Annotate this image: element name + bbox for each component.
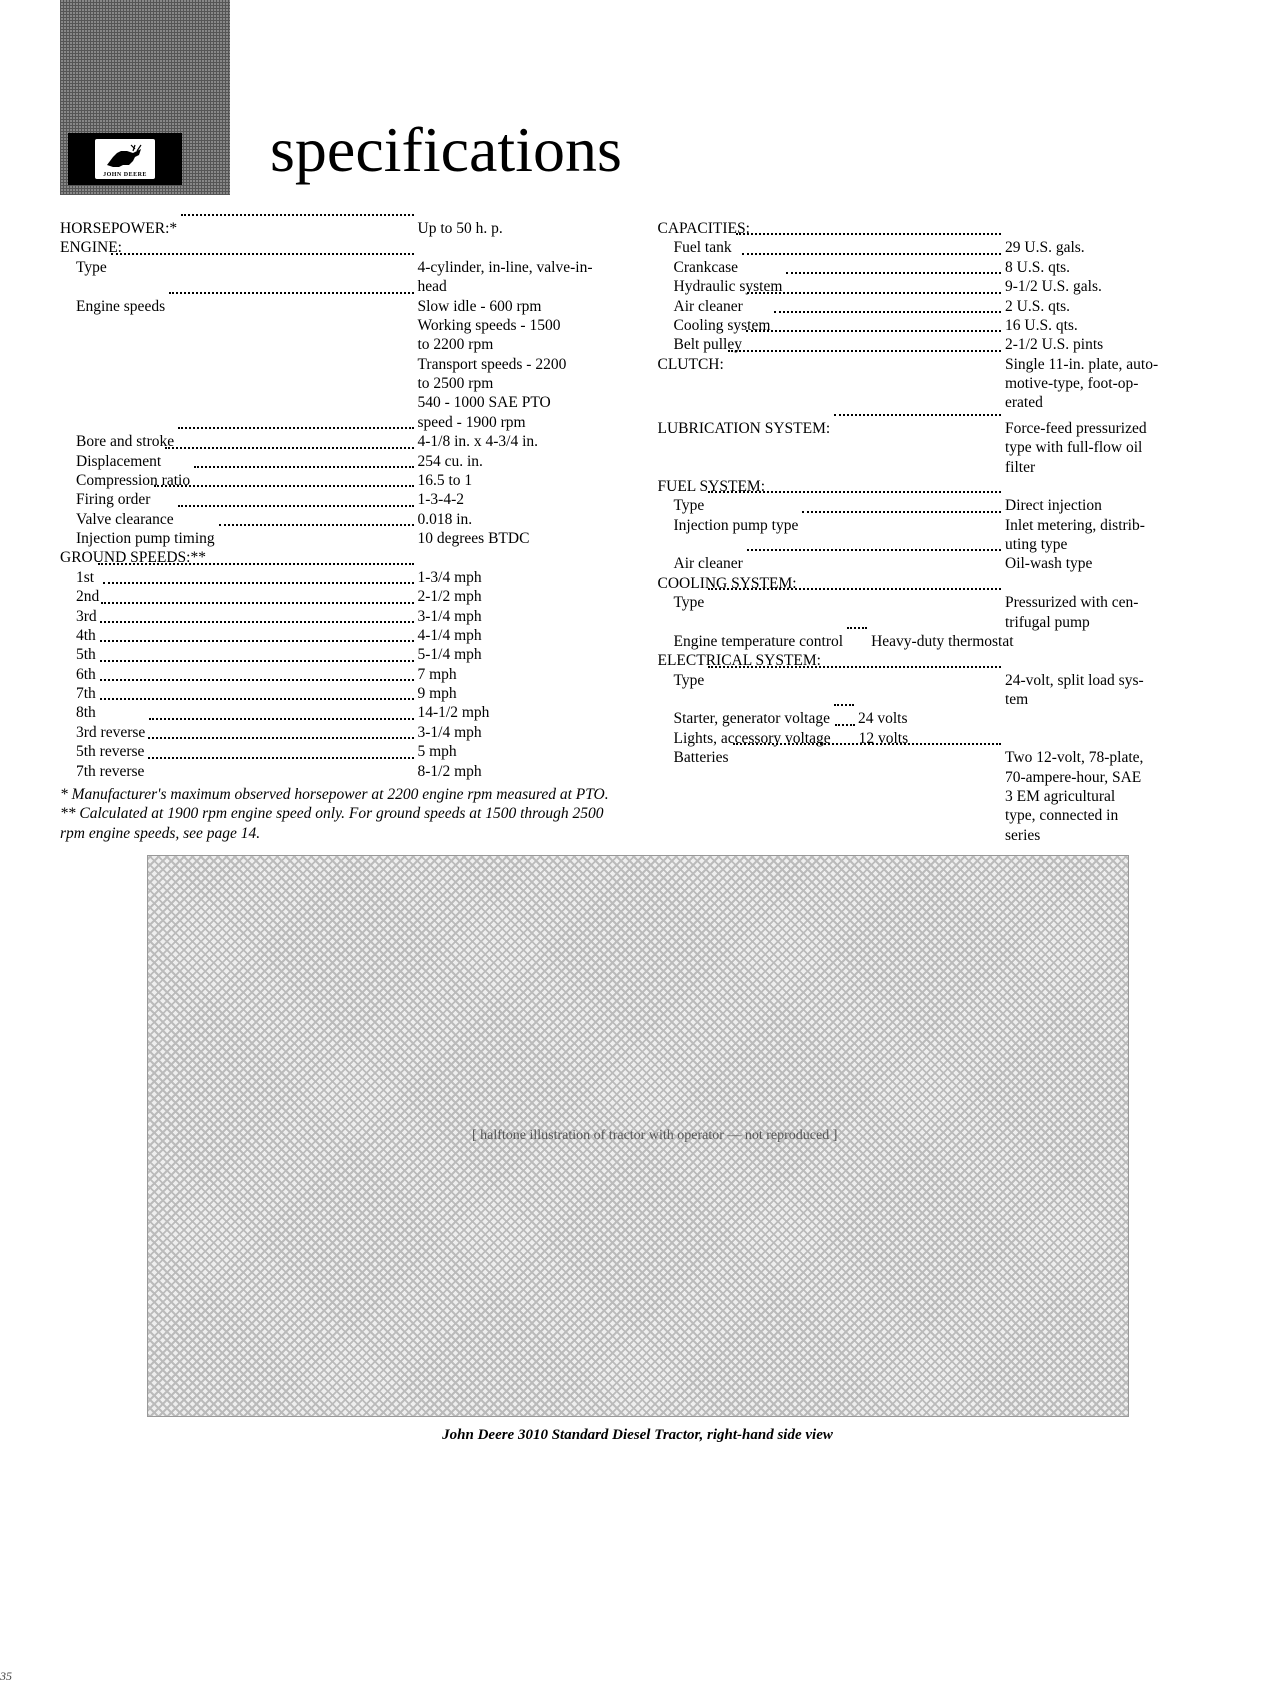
tractor-illustration: R 5035 [ halftone illustration of tracto… [147,855,1129,1417]
capacities-heading: CAPACITIES: [658,219,1216,238]
figure-caption: John Deere 3010 Standard Diesel Tractor,… [60,1427,1215,1444]
header-texture: JOHN DEERE [60,0,230,195]
ground-speed-row: 7th reverse8-1/2 mph [60,762,618,781]
footnote-1: * Manufacturer's maximum observed horsep… [60,785,618,804]
capacity-row: Belt pulley2-1/2 U.S. pints [658,335,1216,354]
spec-lubrication: LUBRICATION SYSTEM: Force-feed pressuriz… [658,419,1216,477]
ground-speed-row: 8th14-1/2 mph [60,703,618,722]
spec-horsepower: HORSEPOWER:* Up to 50 h. p. [60,219,618,238]
spec-bore-stroke: Bore and stroke 4-1/8 in. x 4-3/4 in. [60,432,618,451]
cooling-system-heading: COOLING SYSTEM: [658,574,1216,593]
spec-clutch: CLUTCH: Single 11-in. plate, auto- motiv… [658,355,1216,413]
footnote-2: ** Calculated at 1900 rpm engine speed o… [60,804,618,843]
header-band: JOHN DEERE specifications [60,0,1215,195]
spec-batteries: Batteries Two 12-volt, 78-plate, 70-ampe… [658,748,1216,845]
ground-speed-row: 3rd3-1/4 mph [60,607,618,626]
electrical-system-heading: ELECTRICAL SYSTEM: [658,651,1216,670]
spec-lights-voltage: Lights, accessory voltage 12 volts [658,729,1216,748]
page-title: specifications [270,113,622,187]
ground-speed-row: 6th7 mph [60,665,618,684]
capacity-row: Fuel tank29 U.S. gals. [658,238,1216,257]
spec-columns: HORSEPOWER:* Up to 50 h. p. ENGINE: Type… [60,219,1215,845]
spec-engine-temp-control: Engine temperature control Heavy-duty th… [658,632,1216,651]
ground-speed-row: 5th reverse5 mph [60,742,618,761]
spec-firing-order: Firing order 1-3-4-2 [60,490,618,509]
spec-compression: Compression ratio 16.5 to 1 [60,471,618,490]
ground-speed-row: 3rd reverse3-1/4 mph [60,723,618,742]
ground-speed-row: 7th9 mph [60,684,618,703]
capacity-row: Air cleaner2 U.S. qts. [658,297,1216,316]
spec-displacement: Displacement 254 cu. in. [60,452,618,471]
spec-starter-voltage: Starter, generator voltage 24 volts [658,709,1216,728]
spec-injection-timing: Injection pump timing 10 degrees BTDC [60,529,618,548]
footnotes: * Manufacturer's maximum observed horsep… [60,785,618,843]
capacity-row: Crankcase8 U.S. qts. [658,258,1216,277]
spec-engine-speeds: Engine speeds Slow idle - 600 rpm Workin… [60,297,618,433]
ground-speed-row: 1st1-3/4 mph [60,568,618,587]
brand-text: JOHN DEERE [95,172,155,178]
left-column: HORSEPOWER:* Up to 50 h. p. ENGINE: Type… [60,219,618,845]
spec-elec-type: Type 24-volt, split load sys- tem [658,671,1216,710]
spec-air-cleaner: Air cleaner Oil-wash type [658,554,1216,573]
figure-ref: R 5035 [0,1669,12,1684]
ground-speed-row: 4th4-1/4 mph [60,626,618,645]
spec-valve-clearance: Valve clearance 0.018 in. [60,510,618,529]
engine-heading: ENGINE: [60,238,618,257]
capacities-list: Fuel tank29 U.S. gals.Crankcase8 U.S. qt… [658,238,1216,354]
capacity-row: Cooling system16 U.S. qts. [658,316,1216,335]
figure: R 5035 [ halftone illustration of tracto… [60,855,1215,1444]
right-column: CAPACITIES: Fuel tank29 U.S. gals.Crankc… [658,219,1216,845]
capacity-row: Hydraulic system9-1/2 U.S. gals. [658,277,1216,296]
deer-icon [103,143,147,171]
ground-speed-row: 2nd2-1/2 mph [60,587,618,606]
spec-fuel-type: Type Direct injection [658,496,1216,515]
ground-speeds-heading: GROUND SPEEDS:** [60,548,618,567]
fuel-system-heading: FUEL SYSTEM: [658,477,1216,496]
spec-cooling-type: Type Pressurized with cen- trifugal pump [658,593,1216,632]
ground-speeds-list: 1st1-3/4 mph2nd2-1/2 mph3rd3-1/4 mph4th4… [60,568,618,781]
ground-speed-row: 5th5-1/4 mph [60,645,618,664]
brand-logo: JOHN DEERE [68,133,182,185]
